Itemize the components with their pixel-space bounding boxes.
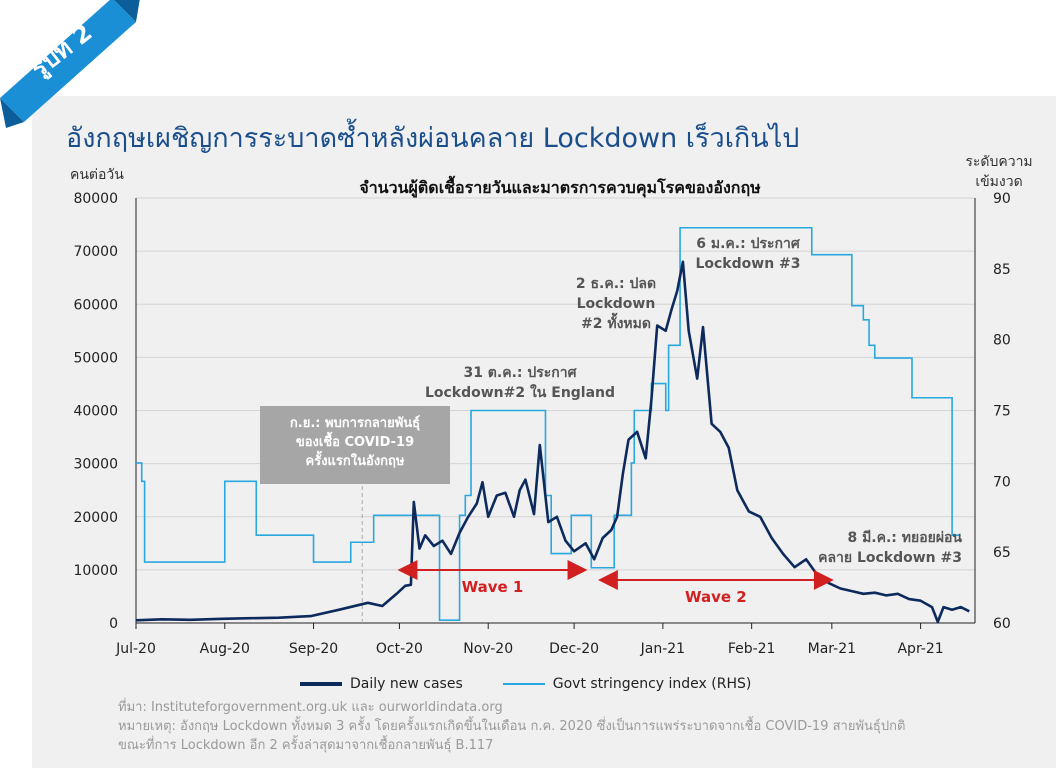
annotation-line: 8 มี.ค.: ทยอยผ่อน	[847, 530, 962, 546]
x-tick-label: Feb-21	[728, 641, 776, 657]
left-tick-label: 60000	[73, 297, 118, 313]
right-tick-label: 80	[993, 333, 1011, 349]
x-tick-label: Oct-20	[376, 641, 423, 657]
x-tick-label: Apr-21	[897, 641, 943, 657]
right-tick-label: 70	[993, 474, 1011, 490]
left-tick-label: 10000	[73, 563, 118, 579]
legend: Daily new cases Govt stringency index (R…	[300, 676, 751, 692]
annotation-line: 6 ม.ค.: ประกาศ	[696, 236, 801, 252]
right-axis-label-line: เข้มงวด	[975, 174, 1023, 190]
headline: อังกฤษเผชิญการระบาดซ้ำหลังผ่อนคลาย Lockd…	[66, 123, 800, 154]
remark-note: หมายเหตุ: อังกฤษ Lockdown ทั้งหมด 3 ครั้…	[118, 719, 906, 734]
left-tick-label: 80000	[73, 191, 118, 207]
figure-badge	[0, 0, 140, 128]
stringency-line	[136, 226, 961, 621]
annotation-line: #2 ทั้งหมด	[581, 312, 651, 332]
annotation-line: 31 ต.ค.: ประกาศ	[463, 365, 577, 381]
right-tick-label: 90	[993, 191, 1011, 207]
left-tick-label: 30000	[73, 457, 118, 473]
remark-note: ขณะที่การ Lockdown อีก 2 ครั้งล่าสุดมาจา…	[118, 738, 494, 753]
right-axis-label-line: ระดับความ	[965, 154, 1033, 170]
x-tick-label: Jul-20	[115, 641, 156, 657]
x-tick-label: Dec-20	[549, 641, 599, 657]
legend-swatch-cases	[300, 682, 342, 686]
right-tick-label: 65	[993, 545, 1011, 561]
annotation-line: คลาย Lockdown #3	[818, 550, 962, 566]
x-tick-label: Nov-20	[463, 641, 513, 657]
legend-label-cases: Daily new cases	[350, 676, 463, 692]
legend-item-stringency: Govt stringency index (RHS)	[502, 676, 752, 692]
right-tick-label: 75	[993, 404, 1011, 420]
chart-panel	[32, 96, 1056, 768]
annotation-mutation: ก.ย.: พบการกลายพันธุ์ ของเชื้อ COVID-19 …	[260, 406, 450, 484]
wave-label: Wave 2	[685, 588, 747, 606]
x-tick-label: Aug-20	[200, 641, 250, 657]
source-note: ที่มา: Instituteforgovernment.org.uk และ…	[118, 700, 503, 715]
notes: ที่มา: Instituteforgovernment.org.uk และ…	[118, 698, 905, 755]
left-tick-label: 0	[109, 616, 118, 632]
right-axis-label: ระดับความ เข้มงวด	[960, 152, 1038, 192]
right-tick-label: 60	[993, 616, 1011, 632]
legend-label-stringency: Govt stringency index (RHS)	[552, 676, 752, 692]
x-tick-label: Jan-21	[640, 641, 685, 657]
left-tick-label: 50000	[73, 350, 118, 366]
right-tick-label: 85	[993, 262, 1011, 278]
legend-item-cases: Daily new cases	[300, 676, 463, 692]
cases-line	[135, 260, 970, 624]
annotation-line: ครั้งแรกในอังกฤษ	[305, 454, 405, 469]
legend-swatch-stringency	[502, 683, 545, 685]
left-axis-label: คนต่อวัน	[70, 167, 124, 183]
left-tick-label: 20000	[73, 510, 118, 526]
wave-label: Wave 1	[462, 578, 524, 596]
annotation-line: Lockdown	[577, 296, 656, 312]
annotation-line: Lockdown#2 ใน England	[425, 383, 615, 401]
chart-title: จำนวนผู้ติดเชื้อรายวันและมาตรการควบคุมโร…	[359, 178, 761, 197]
annotation-line: 2 ธ.ค.: ปลด	[576, 276, 656, 292]
annotation-line: ของเชื้อ COVID-19	[295, 435, 415, 450]
left-tick-label: 70000	[73, 244, 118, 260]
x-tick-label: Sep-20	[289, 641, 338, 657]
annotation-line: Lockdown #3	[695, 256, 800, 272]
left-tick-label: 40000	[73, 404, 118, 420]
annotation-line: ก.ย.: พบการกลายพันธุ์	[289, 416, 421, 431]
x-tick-label: Mar-21	[808, 641, 856, 657]
